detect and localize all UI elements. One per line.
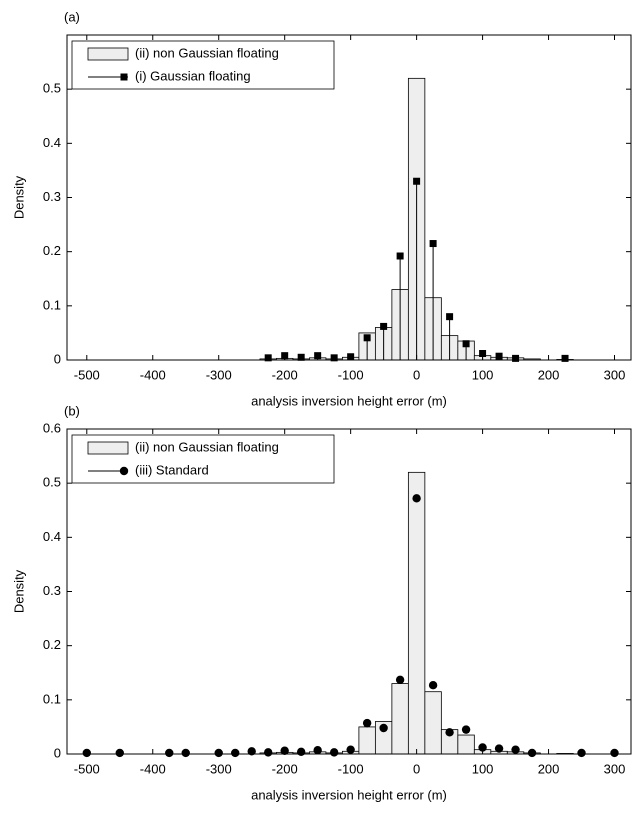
x-tick-label: 200 — [538, 367, 560, 382]
marker — [445, 728, 454, 737]
marker — [395, 675, 405, 684]
legend-label: (ii) non Gaussian floating — [135, 45, 279, 60]
legend-swatch — [87, 47, 129, 61]
y-tick-label: 0.5 — [43, 81, 61, 96]
x-tick-label: 100 — [472, 367, 494, 382]
x-tick-label: -300 — [206, 367, 232, 382]
y-tick-label: 0.4 — [43, 135, 61, 150]
x-tick-label: -500 — [74, 367, 100, 382]
legend-swatch — [87, 441, 129, 455]
marker — [462, 340, 470, 348]
y-tick-label: 0.3 — [43, 189, 61, 204]
marker — [577, 748, 586, 758]
marker — [494, 744, 504, 753]
marker — [181, 748, 190, 758]
panel-label: (b) — [64, 403, 80, 418]
x-axis-title: analysis inversion height error (m) — [251, 787, 447, 802]
histogram-bar — [391, 683, 409, 755]
histogram-bar — [358, 726, 376, 755]
x-tick-label: -200 — [272, 761, 298, 776]
marker — [561, 354, 569, 362]
y-tick-label: 0.2 — [43, 637, 61, 652]
marker — [231, 748, 240, 758]
y-tick-label: 0.1 — [43, 691, 61, 706]
marker — [263, 748, 273, 757]
marker — [413, 177, 421, 185]
legend-label: (ii) non Gaussian floating — [135, 439, 279, 454]
marker — [379, 723, 388, 733]
x-tick-label: -200 — [272, 367, 298, 382]
marker — [429, 240, 437, 248]
panel-label: (a) — [64, 9, 80, 24]
marker — [329, 748, 339, 757]
marker — [527, 748, 537, 758]
marker — [363, 334, 371, 342]
marker — [512, 354, 520, 362]
marker — [165, 748, 174, 758]
histogram-bar — [457, 734, 475, 755]
y-tick-label: 0.3 — [43, 583, 61, 598]
x-tick-label: 300 — [604, 761, 626, 776]
x-tick-label: -400 — [140, 367, 166, 382]
y-tick-label: 0 — [54, 351, 61, 366]
histogram-bar — [407, 471, 426, 755]
marker — [396, 252, 404, 260]
marker — [247, 747, 256, 756]
y-tick-label: 0 — [54, 745, 61, 760]
legend-label: (i) Gaussian floating — [135, 68, 251, 83]
x-tick-label: -100 — [338, 367, 364, 382]
x-tick-label: -500 — [74, 761, 100, 776]
marker — [461, 725, 471, 734]
y-tick-label: 0.1 — [43, 297, 61, 312]
x-tick-label: -300 — [206, 761, 232, 776]
x-tick-label: 200 — [538, 761, 560, 776]
y-axis-title: Density — [11, 175, 26, 219]
y-axis-title: Density — [11, 569, 26, 613]
x-tick-label: -400 — [140, 761, 166, 776]
marker — [362, 718, 372, 728]
marker — [120, 73, 128, 81]
marker — [479, 350, 487, 357]
marker — [428, 681, 438, 690]
y-tick-label: 0.5 — [43, 475, 61, 490]
legend-label: (iii) Standard — [135, 462, 209, 477]
marker — [511, 745, 520, 754]
marker — [330, 354, 338, 362]
x-tick-label: 100 — [472, 761, 494, 776]
x-tick-label: 0 — [413, 761, 420, 776]
marker — [264, 354, 272, 362]
marker — [313, 746, 322, 755]
marker — [119, 466, 129, 476]
marker — [380, 322, 388, 330]
marker — [478, 743, 487, 752]
marker — [297, 353, 305, 361]
marker — [314, 352, 322, 360]
y-tick-label: 0.6 — [43, 420, 61, 435]
marker — [115, 748, 124, 758]
x-tick-label: 0 — [413, 367, 420, 382]
marker — [412, 494, 421, 503]
marker — [495, 352, 503, 360]
x-tick-label: 300 — [604, 367, 626, 382]
marker — [296, 747, 306, 757]
marker — [446, 313, 454, 321]
y-tick-label: 0.2 — [43, 243, 61, 258]
x-axis-title: analysis inversion height error (m) — [251, 393, 447, 408]
histogram-bar — [424, 691, 442, 755]
x-tick-label: -100 — [338, 761, 364, 776]
y-tick-label: 0.4 — [43, 529, 61, 544]
